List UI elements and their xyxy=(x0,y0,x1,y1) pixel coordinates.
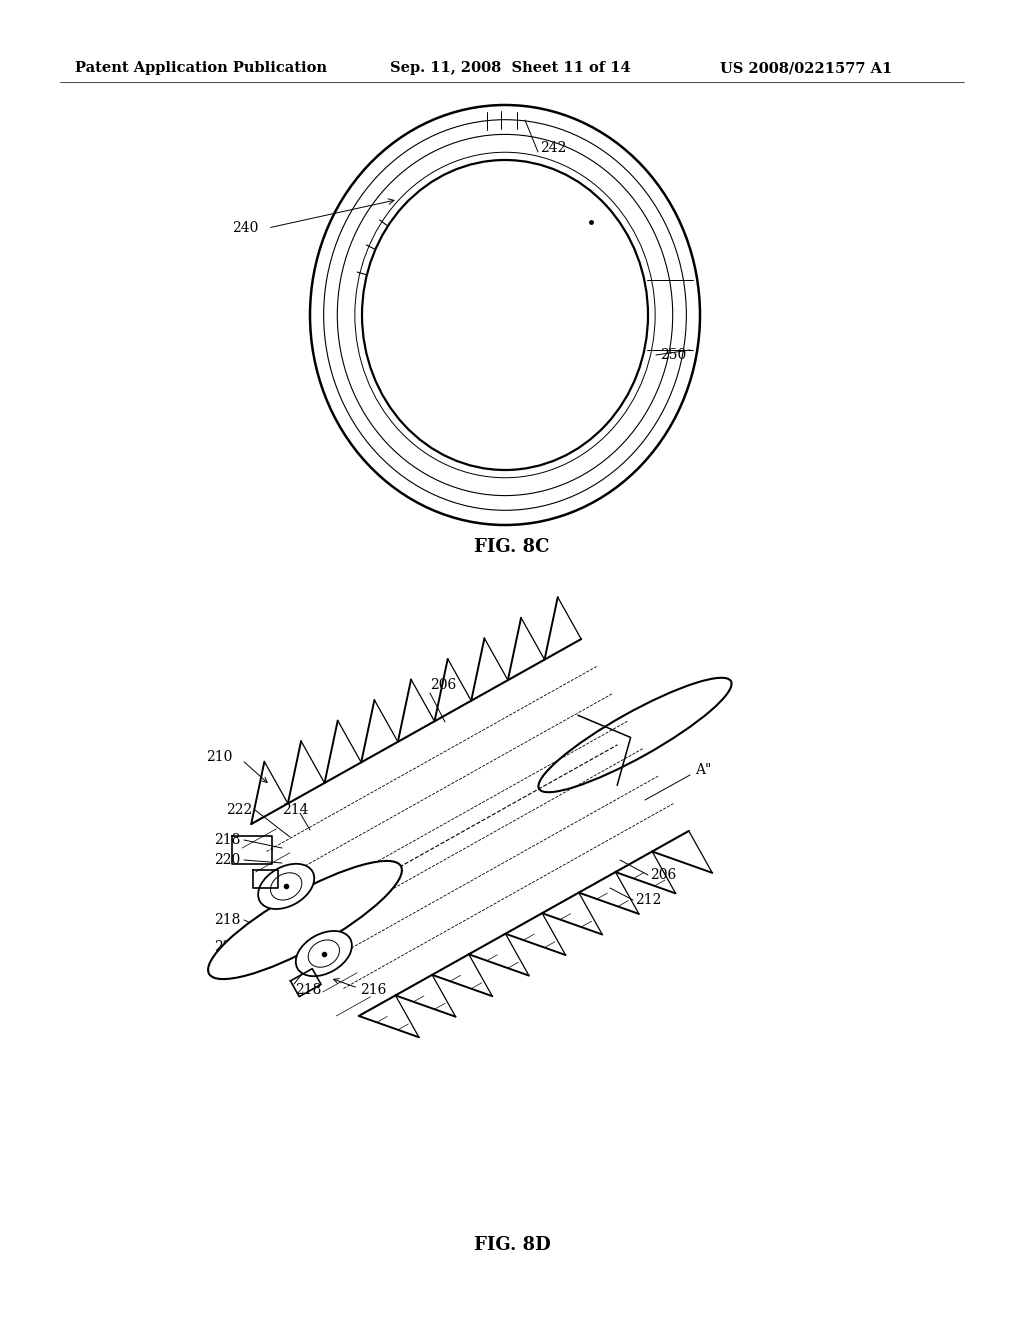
Text: 210: 210 xyxy=(206,750,232,764)
Text: Sep. 11, 2008  Sheet 11 of 14: Sep. 11, 2008 Sheet 11 of 14 xyxy=(390,61,631,75)
Text: A": A" xyxy=(695,763,712,777)
Text: 216: 216 xyxy=(360,983,386,997)
Text: 218: 218 xyxy=(214,833,240,847)
Text: 250: 250 xyxy=(660,348,686,362)
Ellipse shape xyxy=(208,861,402,979)
Text: US 2008/0221577 A1: US 2008/0221577 A1 xyxy=(720,61,892,75)
Text: FIG. 8C: FIG. 8C xyxy=(474,539,550,556)
Text: 206: 206 xyxy=(430,678,457,692)
Text: 214: 214 xyxy=(282,803,308,817)
Text: FIG. 8D: FIG. 8D xyxy=(474,1236,550,1254)
Text: 212: 212 xyxy=(635,894,662,907)
Ellipse shape xyxy=(258,863,314,909)
Text: 218: 218 xyxy=(214,913,240,927)
Text: 218: 218 xyxy=(295,983,322,997)
Text: 206: 206 xyxy=(650,869,676,882)
Text: Patent Application Publication: Patent Application Publication xyxy=(75,61,327,75)
Text: 220: 220 xyxy=(214,940,240,954)
Text: 240: 240 xyxy=(231,220,258,235)
Ellipse shape xyxy=(296,931,352,977)
Text: 222: 222 xyxy=(225,803,252,817)
Text: 220: 220 xyxy=(214,853,240,867)
Text: 242: 242 xyxy=(540,141,566,154)
